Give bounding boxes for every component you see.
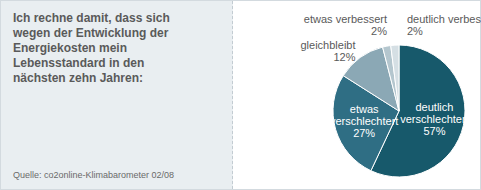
html-text:Quelle: co2online-Klimabaromet: Quelle: co2online-Klimabarometer 02/08 [13, 170, 175, 180]
svg-text:gleichbleibt12%: gleichbleibt12% [300, 39, 355, 63]
svg-text:deutlich verbessert2%: deutlich verbessert2% [407, 13, 481, 37]
svg-text:deutlichverschlechtert57%: deutlichverschlechtert57% [400, 101, 468, 137]
html-text:Ich rechne damit, dass sich we: Ich rechne damit, dass sich wegen der En… [13, 11, 170, 85]
svg-text:etwas verbessert2%: etwas verbessert2% [304, 13, 387, 37]
svg-text:etwasverschlechtert27%: etwasverschlechtert27% [330, 103, 398, 139]
